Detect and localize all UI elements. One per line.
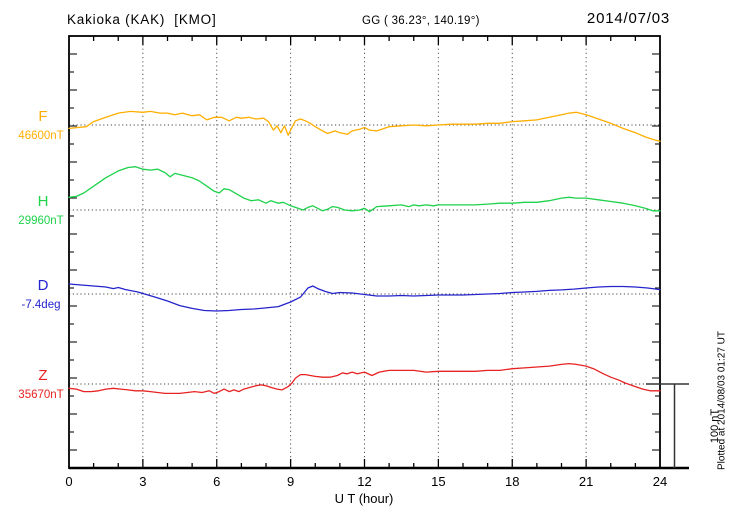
x-tick-label-21: 21 — [578, 474, 594, 489]
x-tick-label-24: 24 — [652, 474, 668, 489]
component-letter-F: F — [38, 108, 48, 125]
x-axis-title: U T (hour) — [334, 491, 394, 506]
x-tick-label-15: 15 — [431, 474, 446, 489]
component-letter-Z: Z — [38, 367, 48, 384]
x-tick-label-18: 18 — [505, 474, 520, 489]
component-letter-D: D — [37, 277, 49, 294]
geographic-coords: GG ( 36.23°, 140.19°) — [362, 15, 480, 27]
component-baseline-value-Z: 35670nT — [18, 389, 64, 401]
plot-date: 2014/07/03 — [586, 10, 670, 27]
scale-bar-label: 100 nT 0.5 deg — [682, 398, 721, 454]
trace-H — [68, 166, 661, 213]
x-tick-label-3: 3 — [139, 474, 147, 489]
x-tick-label-0: 0 — [65, 474, 73, 489]
x-tick-label-6: 6 — [213, 474, 221, 489]
component-baseline-value-H: 29960nT — [18, 215, 64, 227]
trace-D — [68, 283, 661, 312]
trace-Z — [68, 362, 661, 395]
trace-F — [68, 110, 661, 142]
component-baseline-value-D: -7.4deg — [21, 299, 61, 311]
x-tick-label-9: 9 — [287, 474, 295, 489]
component-letter-H: H — [37, 193, 49, 210]
plotted-at-note: Plotted at 2014/08/03 01:27 UT — [716, 331, 728, 470]
plot-frame — [68, 35, 661, 469]
component-baseline-value-F: 46600nT — [18, 130, 64, 142]
x-tick-label-12: 12 — [357, 474, 372, 489]
station-title: Kakioka (KAK) [KMO] — [67, 12, 217, 27]
